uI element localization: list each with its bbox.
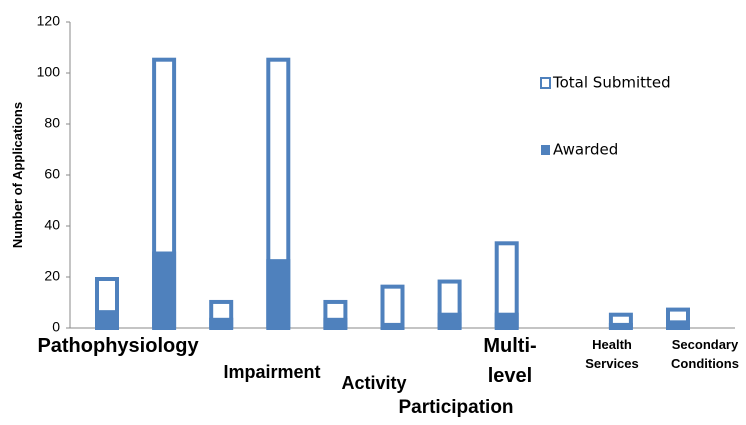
bar-total	[380, 284, 405, 330]
x-tick-label: Activity	[341, 373, 406, 393]
label-line: Conditions	[671, 356, 739, 371]
bar-awarded	[209, 317, 234, 328]
bar-awarded	[323, 317, 348, 328]
x-tick-label: Participation	[398, 397, 513, 418]
y-tick-label: 40	[44, 217, 60, 233]
label-line: Secondary	[672, 337, 739, 352]
bar-awarded	[494, 312, 519, 328]
legend-label: Awarded	[553, 141, 618, 159]
legend-label: Total Submitted	[552, 74, 671, 92]
x-tick-label: Health Services	[585, 337, 639, 371]
y-tick-label: 120	[37, 13, 61, 29]
label-line: Health	[592, 337, 632, 352]
x-tick-label: Pathophysiology	[37, 335, 199, 357]
y-tick-label: 100	[37, 64, 61, 80]
y-tick-label: 20	[44, 268, 60, 284]
y-tick-label: 60	[44, 166, 60, 182]
bar-awarded	[152, 251, 177, 328]
x-tick-label: Secondary Conditions	[671, 337, 739, 371]
y-tick-label: 80	[44, 115, 60, 131]
label-line: Services	[585, 356, 639, 371]
x-tick-label: Impairment	[223, 362, 320, 382]
x-tick-label: Multi-level	[483, 335, 536, 387]
label-line: Multi-	[483, 335, 536, 357]
bar-awarded	[380, 322, 405, 328]
legend-swatch	[541, 145, 550, 155]
bar-awarded	[666, 320, 690, 328]
bar-awarded	[437, 312, 462, 328]
bar-awarded	[95, 310, 119, 328]
bar-awarded	[608, 322, 633, 328]
y-tick-label: 0	[52, 319, 60, 335]
legend-swatch	[540, 77, 551, 89]
y-axis-label: Number of Applications	[10, 102, 25, 248]
label-line: level	[488, 365, 532, 387]
bar-awarded	[266, 259, 291, 328]
